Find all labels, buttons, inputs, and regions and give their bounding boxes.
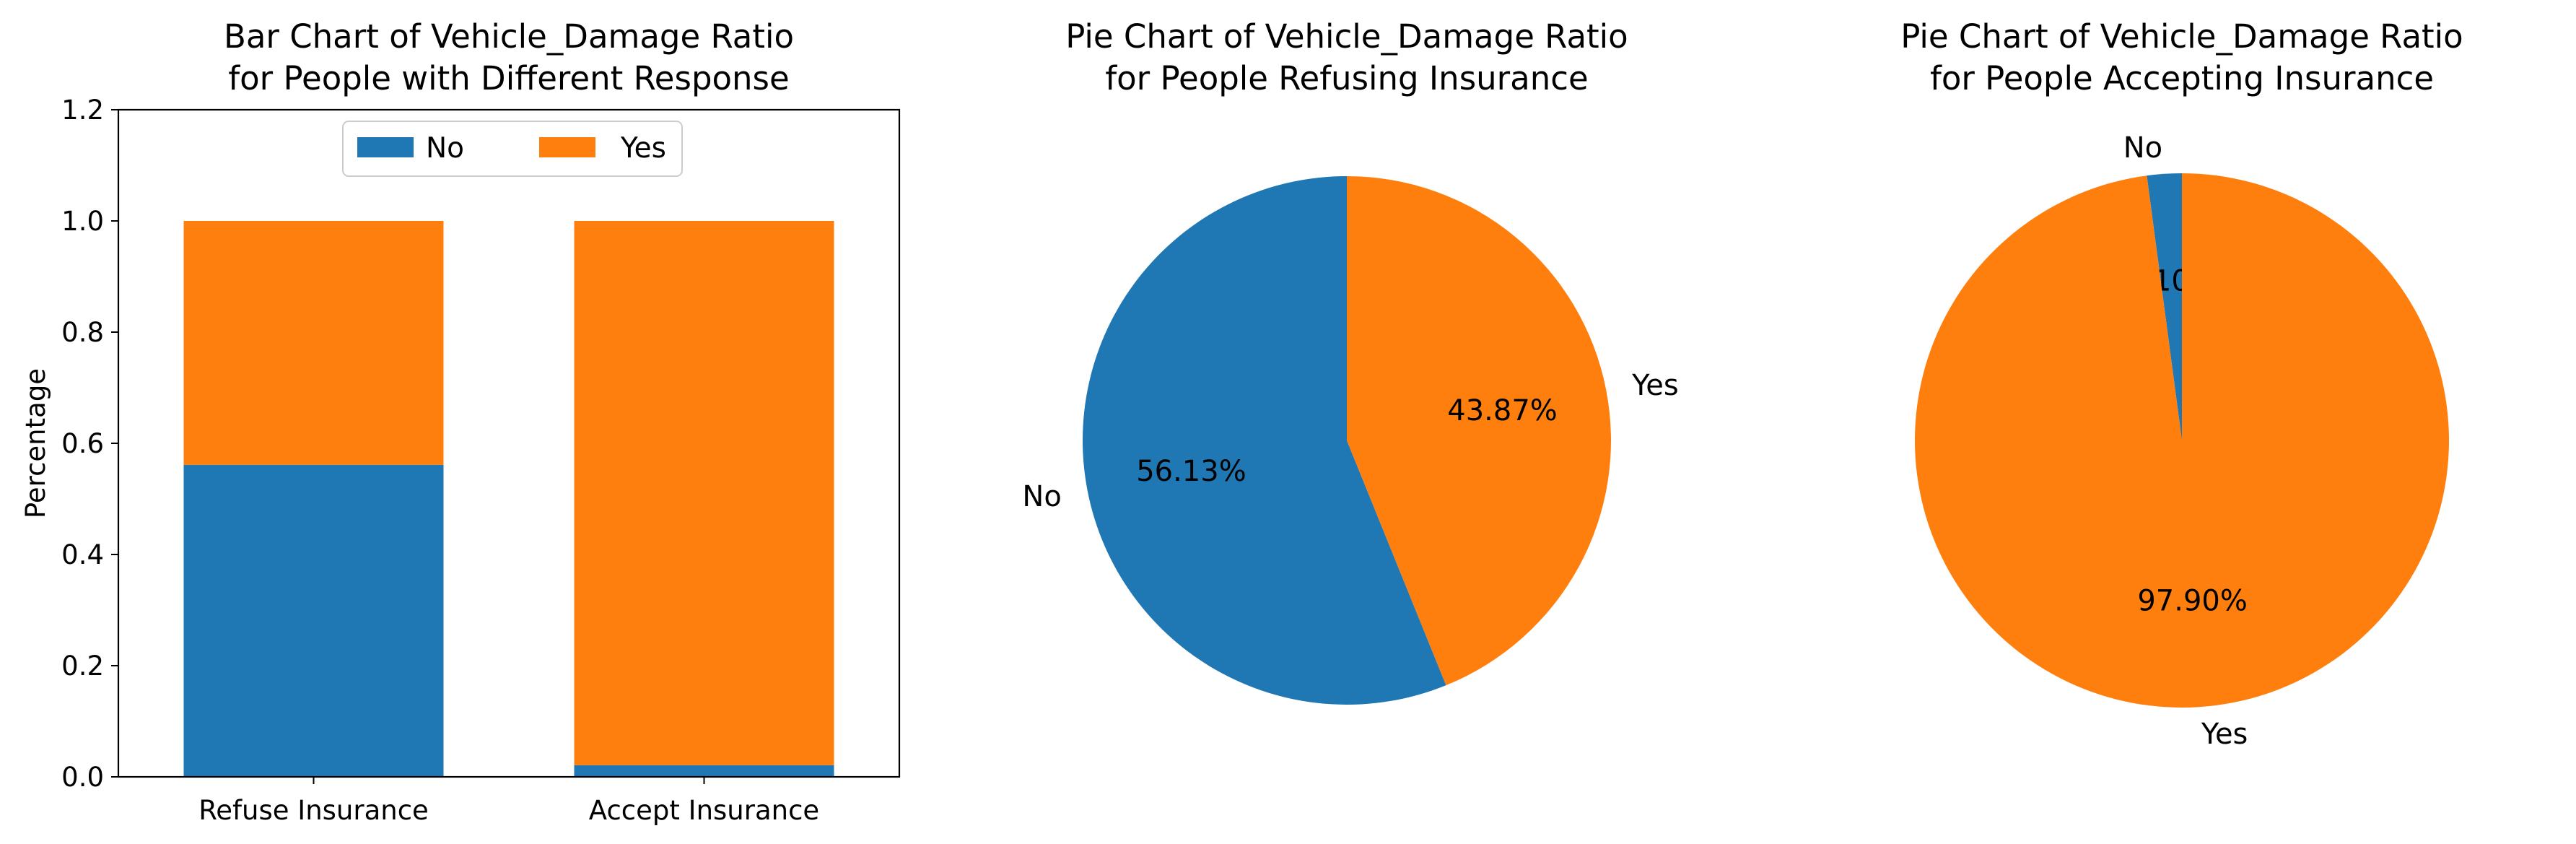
pie-refusing-slice-yes [1347,175,1611,686]
pie-accepting-category-label-yes: Yes [2201,718,2248,751]
pie-accepting-pct-label-yes: 97.90% [2137,585,2248,618]
y-tick-label: 0.6 [61,428,104,459]
pie-accepting-title-line-1: Pie Chart of Vehicle_Damage Ratio [1900,17,2463,56]
pie-refusing: 56.13% No 43.87% Yes [1022,175,1679,705]
bar-yes-1 [183,221,444,465]
pie-refusing-pct-label-yes: 43.87% [1447,394,1558,427]
pie-refusing-slice-no [1082,176,1446,705]
bar-yes-2 [574,221,834,765]
legend: No Yes [342,121,683,177]
pie-refusing-category-label-yes: Yes [1631,369,1679,402]
bar-no-1 [183,464,444,777]
legend-swatch-yes [539,137,595,157]
legend-box [342,121,683,177]
pie-refusing-category-label-no: No [1022,480,1061,513]
bar-chart-title-line-2: for People with Different Response [228,59,789,97]
y-tick-label: 0.8 [61,317,104,348]
x-tick-label: Accept Insurance [589,795,819,826]
legend-label-no: No [426,132,464,165]
bar-chart-title-line-1: Bar Chart of Vehicle_Damage Ratio [224,17,794,56]
y-tick-label: 0.4 [61,539,104,570]
pie-accepting-category-label-no: No [2123,131,2162,165]
x-tick-label: Refuse Insurance [198,795,429,826]
pie-refusing-pct-label-no: 56.13% [1136,455,1246,488]
y-tick-label: 0.0 [61,762,104,793]
y-tick-label: 1.0 [61,206,104,237]
y-tick-label: 0.2 [61,651,104,682]
pie-refusing-title-line-2: for People Refusing Insurance [1105,59,1588,97]
y-tick-label: 1.2 [61,95,104,126]
y-axis-label: Percentage [20,368,51,518]
legend-swatch-no [357,137,414,157]
pie-accepting-title-line-2: for People Accepting Insurance [1930,59,2434,97]
bar-chart: Refuse Insurance Accept Insurance 0.0 0.2 0.… [20,95,901,826]
bar-no-2 [574,765,834,777]
pie-refusing-title-line-1: Pie Chart of Vehicle_Damage Ratio [1065,17,1628,56]
legend-label-yes: Yes [620,132,666,165]
pie-accepting-slice-yes [1915,173,2449,708]
pie-accepting-slice-no [2147,173,2182,440]
